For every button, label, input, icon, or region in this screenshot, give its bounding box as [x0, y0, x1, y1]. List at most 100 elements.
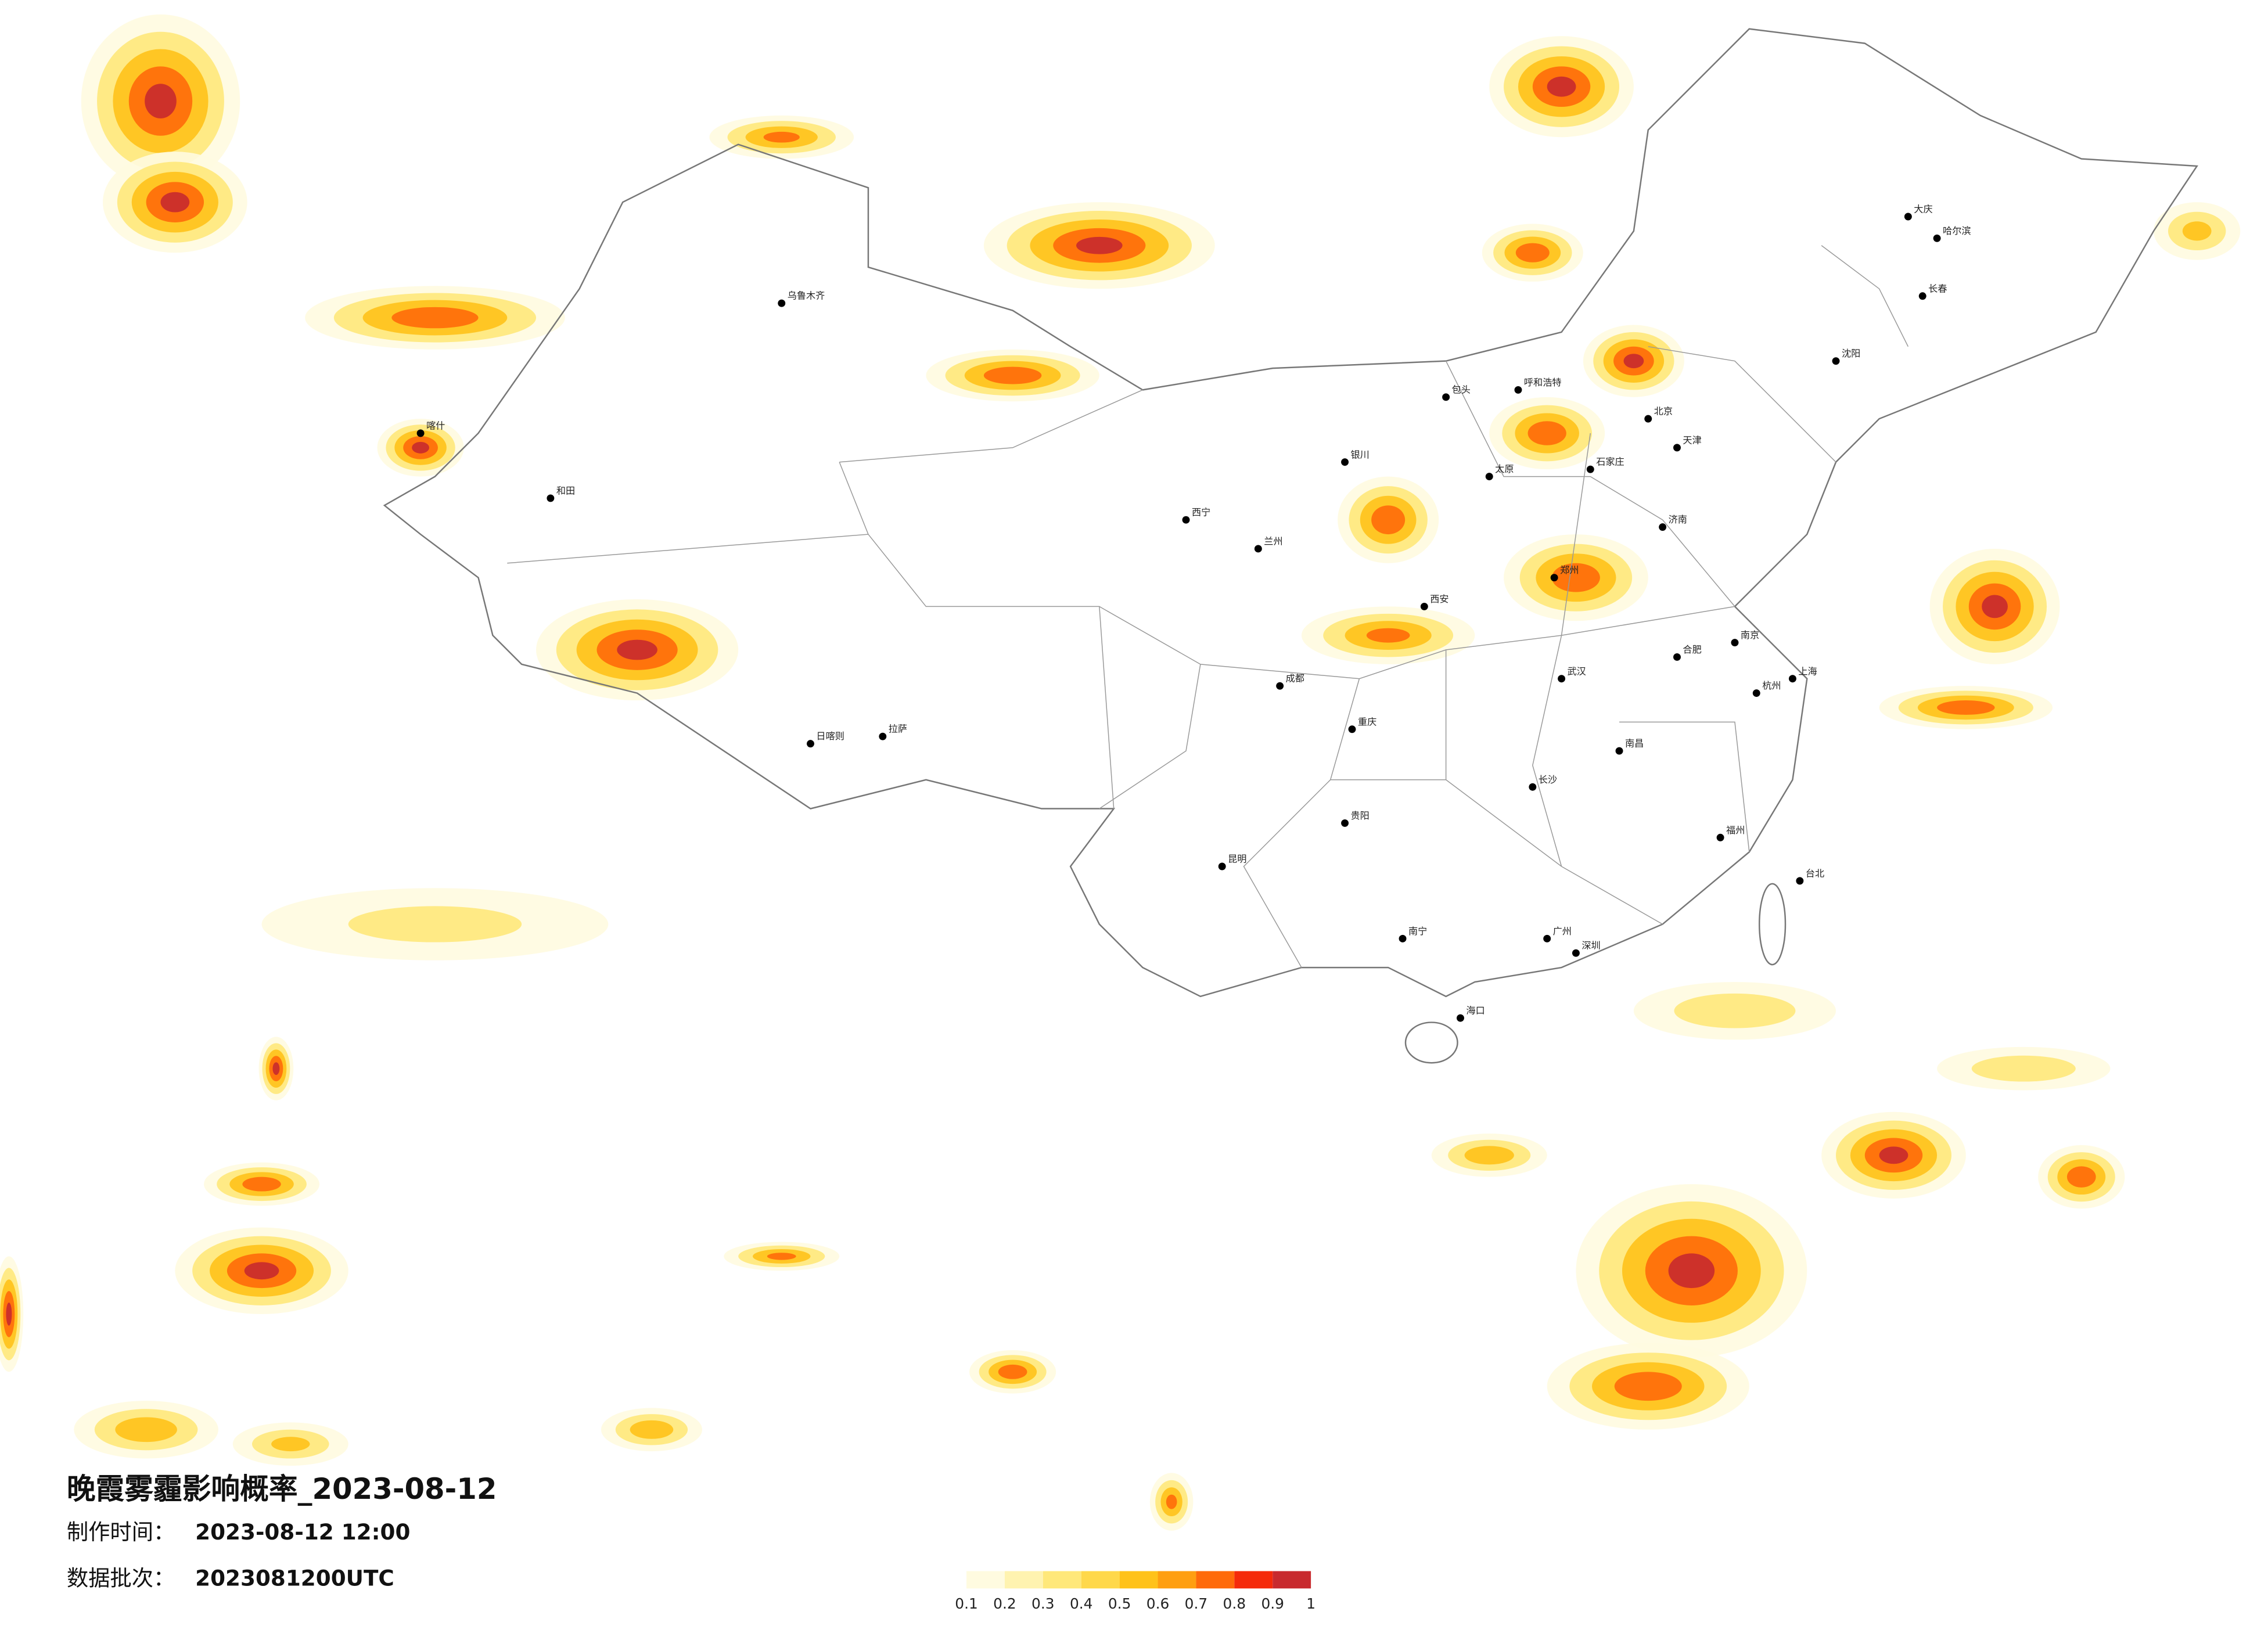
city-label: 西安 — [1430, 593, 1448, 605]
legend-tick-label: 0.5 — [1108, 1595, 1131, 1612]
legend-tick-label: 1 — [1306, 1595, 1315, 1612]
city-dot — [1558, 675, 1566, 683]
probability-patch — [412, 441, 430, 454]
city-dot — [1731, 639, 1739, 647]
probability-patch — [115, 1417, 177, 1442]
probability-patch — [1371, 505, 1406, 535]
city-dot — [1442, 393, 1450, 401]
city-dot — [1420, 602, 1428, 610]
city-dot — [1341, 458, 1349, 466]
city-label: 乌鲁木齐 — [788, 290, 825, 301]
probability-patch — [1937, 700, 1995, 715]
city-dot — [1904, 213, 1912, 221]
city-label: 海口 — [1466, 1005, 1485, 1016]
city-label: 石家庄 — [1596, 456, 1624, 467]
city-dot — [1832, 357, 1840, 365]
city-label: 哈尔滨 — [1943, 225, 1971, 236]
city-dot — [1218, 862, 1226, 870]
city-label: 拉萨 — [889, 724, 907, 735]
city-label: 南京 — [1741, 629, 1759, 641]
city-dot — [1543, 934, 1551, 942]
city-label: 兰州 — [1264, 535, 1282, 546]
probability-patch — [272, 1062, 280, 1075]
probability-patch — [617, 639, 657, 660]
probability-patch — [1623, 354, 1644, 369]
city-label: 大庆 — [1914, 204, 1932, 215]
city-label: 深圳 — [1582, 940, 1600, 951]
probability-patch — [244, 1262, 279, 1280]
probability-field — [0, 14, 2241, 1531]
city-dot — [1348, 725, 1356, 733]
legend-swatch — [1234, 1571, 1273, 1589]
city-label: 合肥 — [1683, 644, 1701, 655]
city-label: 呼和浩特 — [1524, 377, 1562, 388]
city-label: 重庆 — [1358, 716, 1376, 727]
legend-tick-label: 0.7 — [1185, 1595, 1208, 1612]
city-label: 喀什 — [426, 420, 445, 431]
probability-patch — [1527, 421, 1566, 445]
city-dot — [416, 429, 425, 437]
city-label: 长沙 — [1539, 774, 1557, 785]
probability-patch — [1614, 1372, 1682, 1401]
probability-patch — [1674, 993, 1796, 1028]
probability-patch — [1166, 1494, 1177, 1509]
city-label: 福州 — [1726, 825, 1745, 836]
made-label: 制作时间： — [67, 1519, 175, 1545]
city-label: 贵阳 — [1351, 810, 1370, 821]
legend-swatch — [966, 1571, 1005, 1589]
city-label: 太原 — [1495, 463, 1514, 474]
city-dot — [1485, 473, 1493, 481]
city-label: 沈阳 — [1842, 348, 1860, 359]
legend-tick-label: 0.6 — [1146, 1595, 1170, 1612]
probability-patch — [391, 307, 479, 329]
city-label: 天津 — [1683, 434, 1701, 445]
probability-patch — [271, 1437, 310, 1452]
city-label: 南宁 — [1408, 926, 1427, 937]
probability-patch — [242, 1177, 281, 1192]
city-dot — [1673, 653, 1681, 661]
city-dot — [1550, 574, 1558, 582]
probability-patch — [1366, 628, 1410, 643]
probability-patch — [1982, 595, 2008, 618]
city-label: 长春 — [1928, 283, 1947, 294]
city-dot — [1254, 545, 1262, 553]
legend-swatch — [1004, 1571, 1043, 1589]
legend-swatch — [1196, 1571, 1235, 1589]
china-border — [383, 28, 2198, 998]
probability-patch — [2182, 221, 2212, 241]
city-dot — [1659, 523, 1667, 531]
city-label: 日喀则 — [816, 731, 844, 742]
city-label: 西宁 — [1192, 507, 1210, 518]
city-label: 武汉 — [1568, 665, 1586, 677]
probability-patch — [1547, 76, 1576, 97]
city-label: 包头 — [1452, 384, 1471, 395]
city-dot — [879, 732, 887, 740]
city-dot — [1182, 516, 1190, 524]
legend-tick-label: 0.4 — [1070, 1595, 1093, 1612]
legend-tick-label: 0.8 — [1223, 1595, 1246, 1612]
legend: 0.1 0.2 0.3 0.4 0.5 0.6 0.7 0.8 0.9 1 — [955, 1571, 1315, 1612]
city-label: 和田 — [556, 485, 575, 496]
probability-patch — [1515, 243, 1550, 262]
batch-value: 2023081200UTC — [195, 1565, 394, 1591]
city-label: 北京 — [1654, 406, 1673, 417]
city-dot — [1586, 465, 1594, 473]
probability-patch — [145, 84, 177, 118]
probability-patch — [763, 131, 800, 143]
legend-tick-label: 0.9 — [1261, 1595, 1284, 1612]
probability-patch — [160, 192, 190, 213]
probability-patch — [983, 366, 1042, 384]
title: 晚霞雾霾影响概率_2023-08-12 — [67, 1472, 497, 1506]
city-label: 昆明 — [1228, 854, 1246, 865]
probability-patch — [1076, 236, 1123, 254]
city-dot — [1933, 234, 1941, 242]
legend-tick-label: 0.1 — [955, 1595, 978, 1612]
legend-swatch — [1119, 1571, 1158, 1589]
city-dot — [1796, 877, 1804, 885]
city-dot — [1918, 292, 1926, 300]
city-dot — [1341, 819, 1349, 827]
probability-patch — [6, 1302, 12, 1326]
